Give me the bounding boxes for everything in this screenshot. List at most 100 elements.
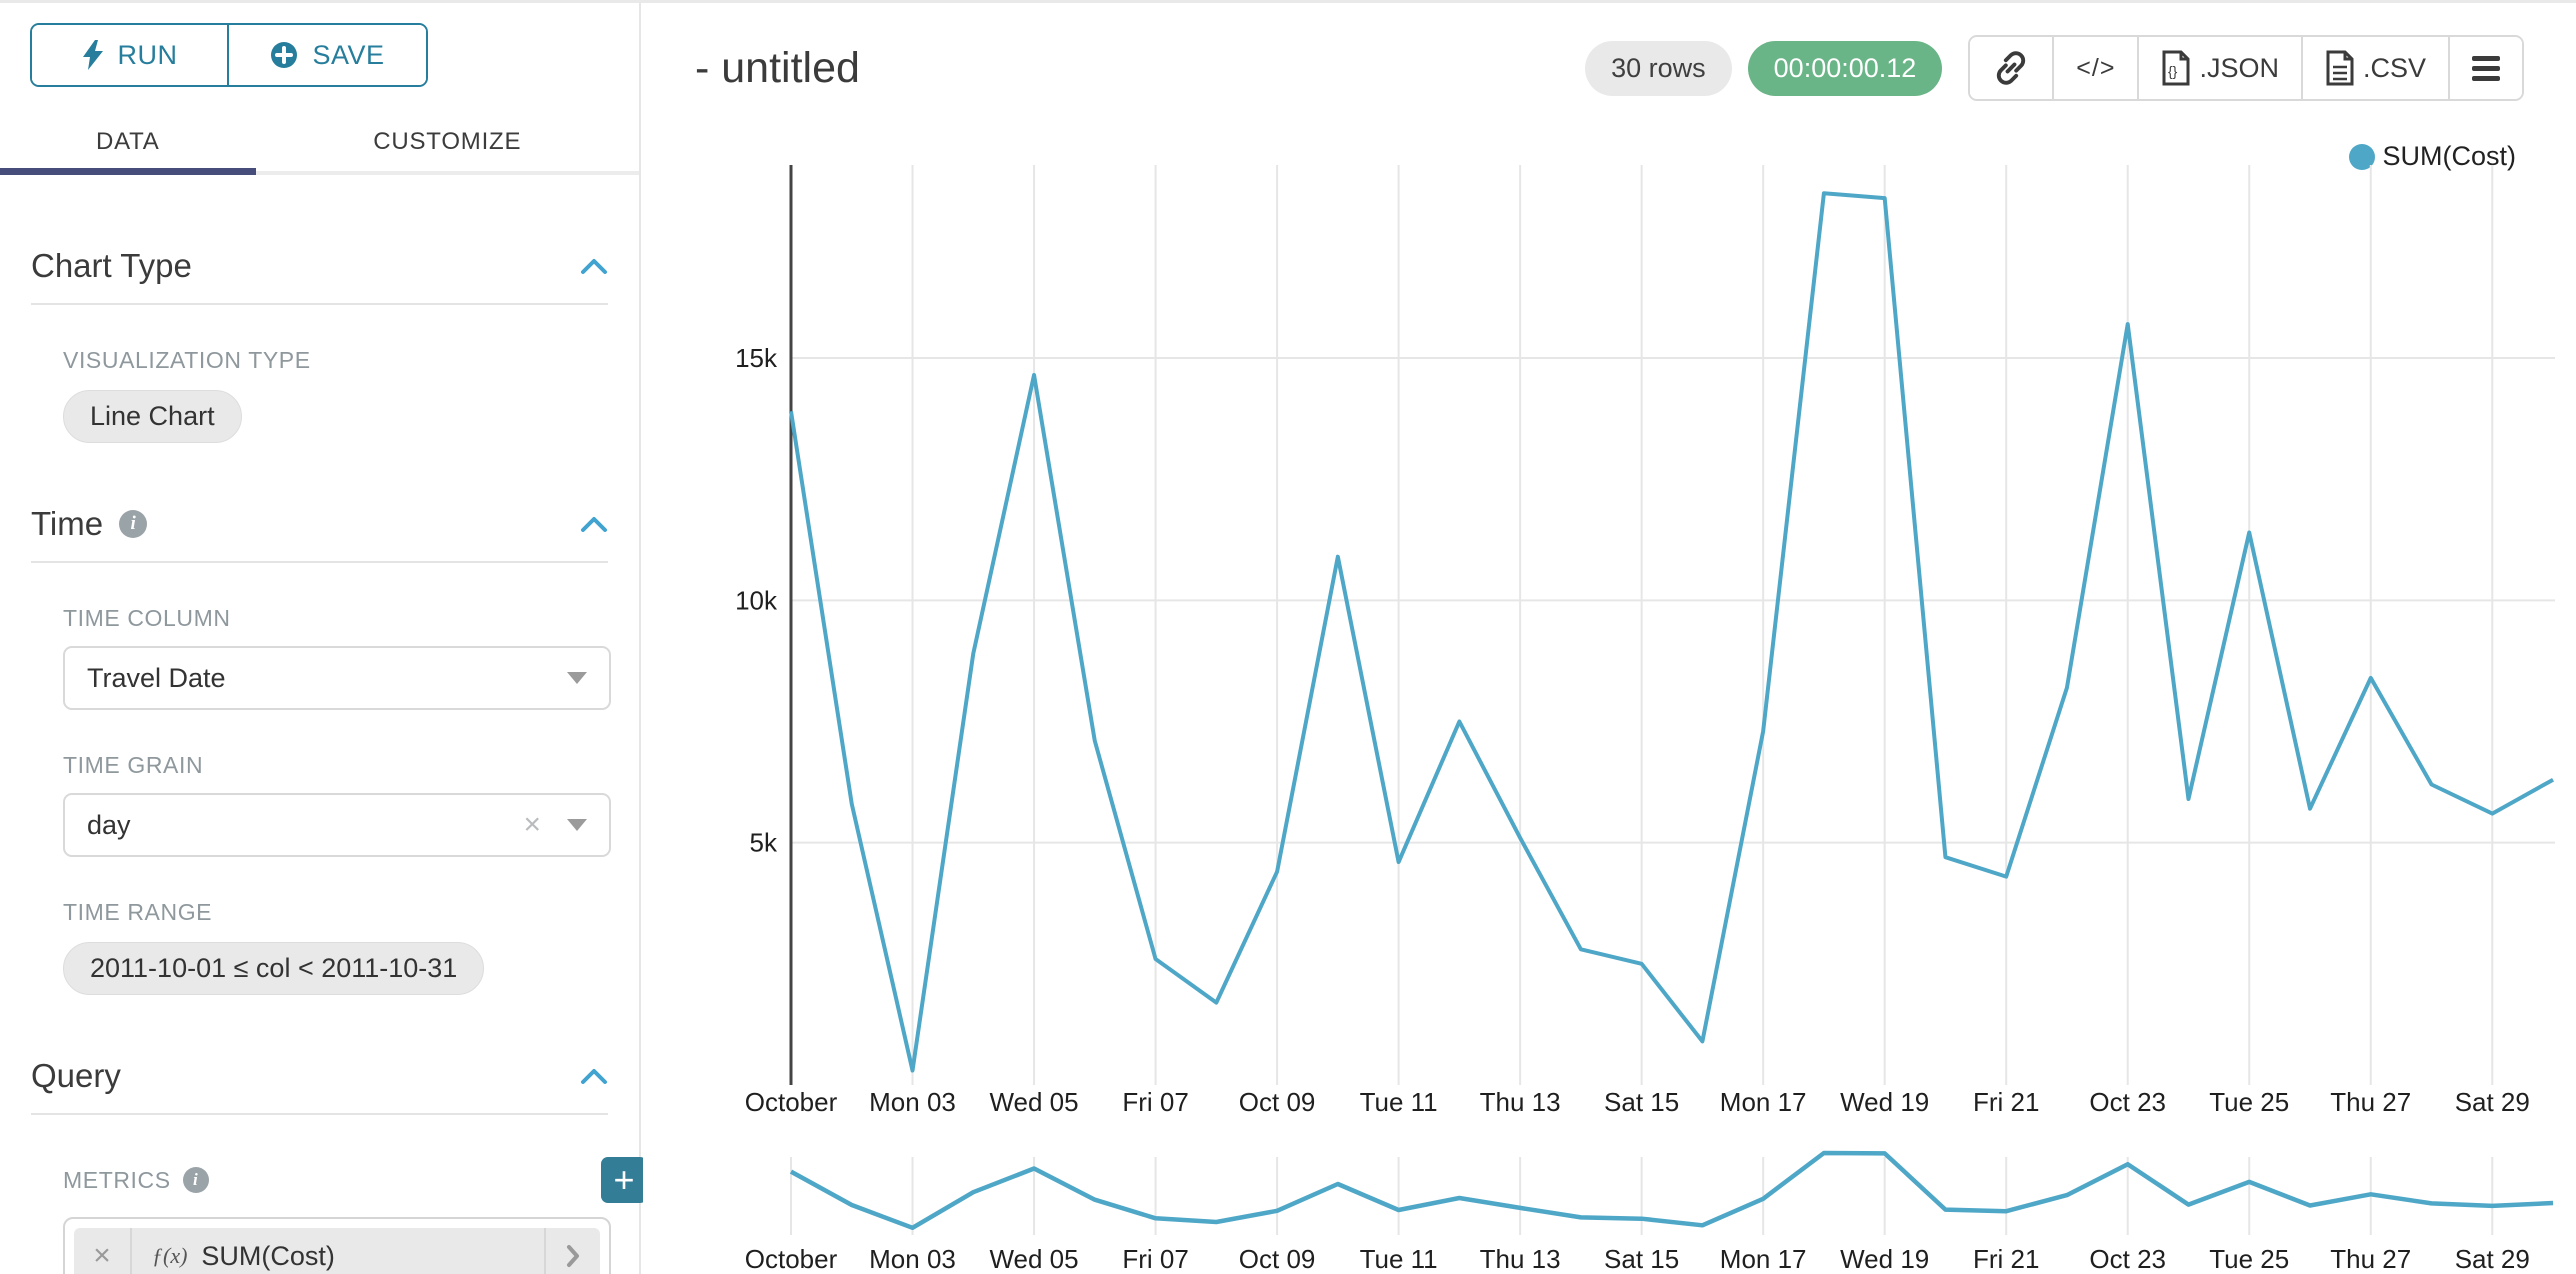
y-axis-tick-label: 5k xyxy=(750,828,778,858)
section-chart-type-title: Chart Type xyxy=(31,247,192,284)
context-x-tick-label: Sat 29 xyxy=(2455,1244,2530,1274)
chevron-up-icon[interactable] xyxy=(580,257,608,275)
time-range-label: TIME RANGE xyxy=(63,899,213,925)
context-series-line xyxy=(789,1150,2554,1231)
tab-data[interactable]: DATA xyxy=(0,113,256,175)
x-axis-tick-label: Tue 25 xyxy=(2209,1087,2289,1117)
section-time-header[interactable]: Time i xyxy=(31,505,608,543)
panel-tabs: DATA CUSTOMIZE xyxy=(0,113,639,175)
embed-code-button[interactable]: </> xyxy=(2054,37,2140,99)
section-chart-type-header[interactable]: Chart Type xyxy=(31,247,608,285)
metric-expand-control[interactable] xyxy=(544,1228,600,1274)
run-save-button-group: RUN SAVE xyxy=(30,23,428,87)
time-range-value[interactable]: 2011-10-01 ≤ col < 2011-10-31 xyxy=(63,942,485,995)
x-axis-tick-label: Thu 27 xyxy=(2330,1087,2411,1117)
section-time: Time i TIME COLUMN Travel Date xyxy=(31,505,611,995)
time-grain-value: day xyxy=(87,809,131,840)
chart-header: - untitled 30 rows 00:00:00.12 xyxy=(695,35,2524,101)
control-panel-content: Chart Type VISUALIZATION TYPE Line Chart… xyxy=(0,247,647,1274)
save-button[interactable]: SAVE xyxy=(229,25,426,85)
y-axis-tick-label: 10k xyxy=(735,585,778,615)
export-csv-button[interactable]: .CSV xyxy=(2302,37,2450,99)
context-x-tick-label: Oct 09 xyxy=(1239,1244,1316,1274)
metrics-label: METRICS xyxy=(63,1166,171,1193)
section-chart-type: Chart Type VISUALIZATION TYPE Line Chart xyxy=(31,247,608,443)
context-x-tick-label: Wed 05 xyxy=(989,1244,1078,1274)
export-csv-label: .CSV xyxy=(2362,52,2426,83)
context-x-tick-label: Sat 15 xyxy=(1604,1244,1679,1274)
chart-title[interactable]: - untitled xyxy=(695,43,860,92)
section-query: Query METRICS i + xyxy=(31,1057,647,1274)
x-axis-tick-label: Tue 11 xyxy=(1360,1087,1438,1117)
chart-container: - untitled 30 rows 00:00:00.12 xyxy=(643,3,2576,1274)
section-query-header[interactable]: Query xyxy=(31,1057,608,1095)
save-button-label: SAVE xyxy=(312,39,385,70)
x-axis-tick-label: October xyxy=(745,1087,838,1117)
export-json-label: .JSON xyxy=(2199,52,2279,83)
y-axis-tick-label: 15k xyxy=(735,343,778,373)
x-axis-tick-label: Oct 23 xyxy=(2089,1087,2166,1117)
time-grain-control: TIME GRAIN day × xyxy=(63,752,611,857)
row-count-badge: 30 rows xyxy=(1585,40,1732,96)
context-x-tick-label: Fri 07 xyxy=(1122,1244,1188,1274)
metrics-field: × ƒ(x) SUM(Cost) xyxy=(63,1217,611,1274)
line-chart-context-brush[interactable]: October Mon 03 Wed 05 Fri 07 Oct 09 Tue 11 Thu… xyxy=(643,1133,2576,1274)
context-x-tick-label: Mon 17 xyxy=(1720,1244,1807,1274)
csv-file-icon xyxy=(2326,50,2354,86)
chevron-up-icon[interactable] xyxy=(580,515,608,533)
section-divider xyxy=(31,303,608,305)
add-metric-button[interactable]: + xyxy=(601,1157,647,1203)
time-column-label: TIME COLUMN xyxy=(63,605,231,631)
caret-down-icon xyxy=(567,819,587,831)
chart-menu-button[interactable] xyxy=(2450,37,2522,99)
time-column-value: Travel Date xyxy=(87,662,226,693)
time-range-control: TIME RANGE 2011-10-01 ≤ col < 2011-10-31 xyxy=(63,899,608,995)
svg-text:{}: {} xyxy=(2168,63,2178,79)
export-json-button[interactable]: {} .JSON xyxy=(2139,37,2303,99)
plus-circle-icon xyxy=(271,42,298,68)
section-divider xyxy=(31,1113,608,1115)
hamburger-menu-icon xyxy=(2472,51,2500,86)
x-axis-tick-label: Mon 03 xyxy=(869,1087,956,1117)
x-axis-tick-label: Mon 17 xyxy=(1720,1087,1807,1117)
time-column-select[interactable]: Travel Date xyxy=(63,646,611,710)
visualization-type-value[interactable]: Line Chart xyxy=(63,390,242,443)
tab-data-label: DATA xyxy=(95,128,160,155)
clear-icon[interactable]: × xyxy=(523,808,541,841)
chart-header-actions: 30 rows 00:00:00.12 </> xyxy=(1585,35,2524,101)
time-column-control: TIME COLUMN Travel Date xyxy=(63,605,611,710)
run-button[interactable]: RUN xyxy=(32,25,229,85)
time-grain-label: TIME GRAIN xyxy=(63,752,204,778)
chevron-up-icon[interactable] xyxy=(580,1067,608,1085)
line-chart-main: October Mon 03 Wed 05 Fri 07 Oct 09 Tue 11 Thu… xyxy=(735,165,2556,1117)
info-icon: i xyxy=(119,510,148,538)
visualization-type-label: VISUALIZATION TYPE xyxy=(63,347,311,373)
caret-down-icon xyxy=(567,672,587,684)
short-link-button[interactable] xyxy=(1970,37,2055,99)
section-query-title: Query xyxy=(31,1057,121,1094)
time-grain-select[interactable]: day × xyxy=(63,793,611,857)
x-axis-tick-label: Fri 07 xyxy=(1122,1087,1188,1117)
x-axis-tick-label: Thu 13 xyxy=(1480,1087,1561,1117)
context-x-tick-label: October xyxy=(745,1244,838,1274)
json-file-icon: {} xyxy=(2162,50,2190,86)
context-x-tick-label: Oct 23 xyxy=(2089,1244,2166,1274)
x-axis-tick-label: Sat 29 xyxy=(2455,1087,2530,1117)
series-line-sum-cost xyxy=(789,191,2555,1073)
x-axis-tick-label: Sat 15 xyxy=(1604,1087,1679,1117)
section-time-title: Time xyxy=(31,505,104,542)
legend-series-label: SUM(Cost) xyxy=(2382,141,2517,171)
metric-item[interactable]: × ƒ(x) SUM(Cost) xyxy=(74,1228,600,1274)
control-panel-sidebar: RUN SAVE DATA CUSTOMIZE xyxy=(0,3,647,1274)
metric-item-label: SUM(Cost) xyxy=(201,1240,335,1271)
x-axis-tick-label: Wed 19 xyxy=(1840,1087,1929,1117)
tab-customize[interactable]: CUSTOMIZE xyxy=(256,113,639,171)
query-timer-badge: 00:00:00.12 xyxy=(1747,40,1943,96)
tab-customize-label: CUSTOMIZE xyxy=(373,128,522,155)
info-icon: i xyxy=(182,1167,209,1193)
remove-metric-icon[interactable]: × xyxy=(74,1228,132,1274)
context-x-tick-label: Wed 19 xyxy=(1840,1244,1929,1274)
x-axis-tick-label: Oct 09 xyxy=(1239,1087,1316,1117)
code-icon: </> xyxy=(2076,53,2116,82)
